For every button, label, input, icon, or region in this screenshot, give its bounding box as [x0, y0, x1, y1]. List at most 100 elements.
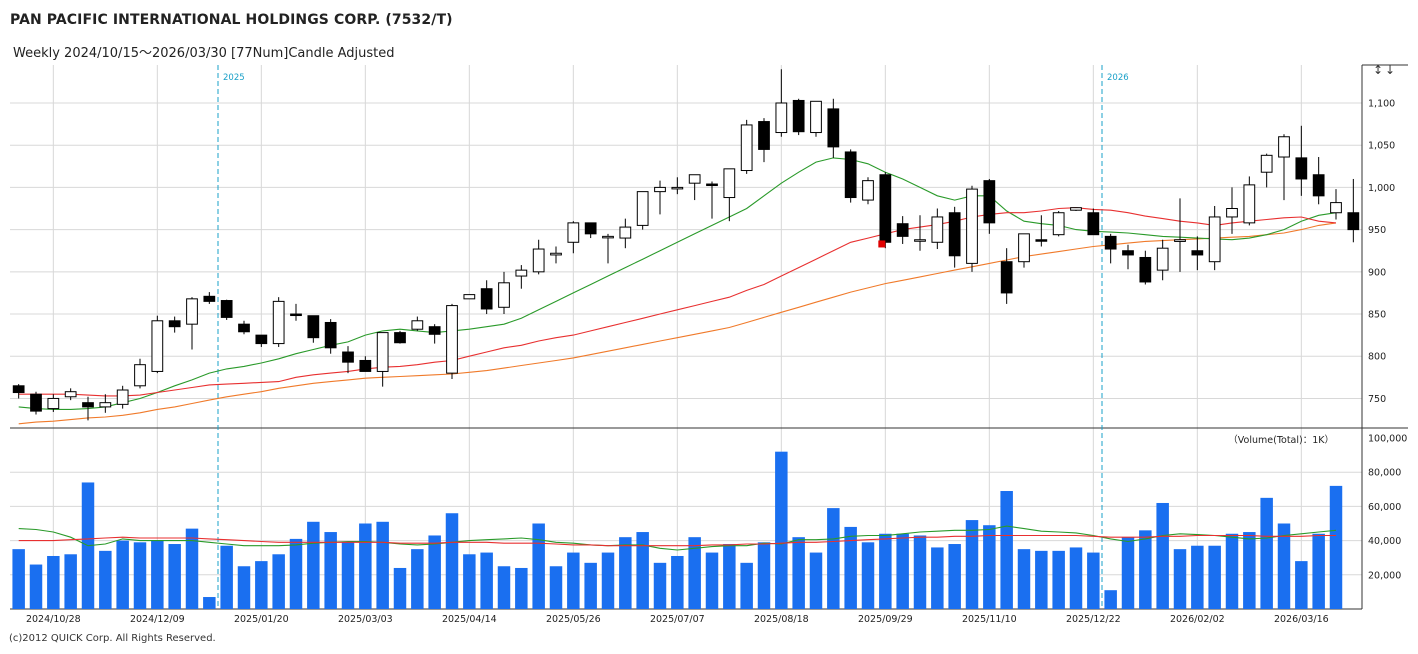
candle-body-down [896, 223, 909, 237]
candle-body-up [550, 252, 562, 256]
candle-body-down [238, 323, 250, 333]
candle-body-up [636, 191, 649, 226]
candle-body-up [272, 300, 285, 345]
candle-body-up [654, 186, 666, 193]
candlestick [1035, 215, 1048, 247]
candle-body-up [99, 402, 112, 408]
volume-bar [1069, 547, 1083, 609]
candle-body-up [1226, 208, 1238, 218]
volume-bar [1139, 530, 1152, 609]
candlestick [827, 98, 840, 158]
candle-body-up [134, 364, 146, 387]
scroll-down-icon[interactable]: ↓ [1384, 63, 1396, 77]
volume-bar [116, 540, 129, 609]
volume-bar [1035, 550, 1048, 609]
x-tick-label: 2025/03/03 [338, 614, 393, 625]
candlestick [567, 221, 580, 254]
candle-body-down [1000, 261, 1013, 294]
candlestick [602, 233, 614, 264]
candle-body-up [567, 222, 580, 243]
volume-bar [64, 554, 77, 609]
volume-bar [445, 513, 459, 609]
candlestick [1243, 176, 1256, 226]
x-tick-label: 2024/12/09 [130, 614, 185, 625]
candle-body-up [376, 332, 389, 372]
candle-body-down [290, 313, 302, 317]
x-tick-label: 2025/01/20 [234, 614, 289, 625]
volume-bar [619, 537, 632, 609]
candle-body-up [1278, 136, 1290, 158]
candle-body-up [515, 269, 528, 277]
x-tick-label: 2026/02/02 [1170, 614, 1225, 625]
volume-bar [1295, 561, 1308, 609]
candlestick [186, 297, 198, 350]
candlestick [723, 168, 736, 222]
candle-body-down [12, 385, 25, 394]
candlestick [272, 297, 285, 347]
volume-bar [1156, 502, 1169, 609]
volume-tick-label: 80,000 [1368, 468, 1401, 479]
volume-bar [965, 520, 979, 609]
candlestick [30, 391, 42, 415]
candlestick [862, 177, 874, 205]
candlestick [1347, 178, 1360, 243]
volume-bar [740, 562, 753, 609]
candle-body-up [446, 305, 458, 374]
candlestick [1139, 250, 1152, 285]
candlestick [671, 177, 684, 195]
candlestick [116, 385, 129, 409]
volume-bar [948, 544, 961, 609]
candle-body-down [1347, 212, 1360, 231]
scale-controls: ↕ ↓ [1372, 63, 1396, 77]
candle-body-up [47, 397, 60, 410]
candlestick [99, 394, 112, 413]
volume-bar [428, 535, 441, 609]
candle-body-up [1052, 212, 1065, 236]
chart-subtitle: Weekly 2024/10/15～2026/03/30 [77Num]Cand… [13, 46, 395, 61]
volume-bar [636, 532, 649, 609]
candle-body-down [1122, 250, 1134, 256]
candle-body-down [1087, 212, 1100, 236]
volume-bar [1017, 549, 1031, 609]
candle-body-up [775, 102, 788, 134]
expand-scale-icon[interactable]: ↕ [1372, 63, 1384, 77]
volume-bar [931, 547, 944, 609]
candle-body-down [1295, 157, 1308, 180]
volume-bar [168, 544, 181, 609]
volume-bar [359, 523, 372, 609]
candle-body-down [1035, 239, 1048, 242]
x-tick-label: 2025/07/07 [650, 614, 705, 625]
candle-body-down [480, 288, 493, 310]
candle-body-down [220, 300, 233, 318]
volume-bar [653, 562, 667, 609]
candle-body-down [30, 393, 42, 412]
candlestick [64, 388, 77, 401]
volume-ma-line [18, 525, 1337, 551]
volume-bar [983, 525, 996, 609]
price-tick-label: 1,000 [1368, 183, 1395, 194]
volume-bar [29, 564, 43, 609]
x-tick-label: 2025/11/10 [962, 614, 1017, 625]
volume-bar [1208, 545, 1221, 609]
candlestick [1000, 248, 1013, 304]
candlestick [324, 319, 337, 354]
price-tick-label: 1,050 [1368, 141, 1395, 152]
candle-body-up [1330, 202, 1342, 214]
candlestick [879, 172, 892, 249]
candlestick [498, 271, 510, 315]
volume-bar [601, 552, 615, 609]
ma-short-line [18, 207, 1337, 397]
candlestick [1295, 125, 1308, 196]
candle-body-up [602, 235, 614, 239]
volume-bar [1191, 545, 1204, 609]
candlestick [1226, 187, 1238, 234]
volume-bar [1121, 537, 1135, 609]
candle-body-down [82, 402, 94, 408]
candlestick [376, 332, 389, 387]
candle-body-up [619, 226, 632, 239]
candlestick [394, 330, 406, 344]
volume-bar [1173, 549, 1187, 609]
candle-body-down [983, 180, 996, 224]
candle-body-down [1139, 256, 1152, 283]
